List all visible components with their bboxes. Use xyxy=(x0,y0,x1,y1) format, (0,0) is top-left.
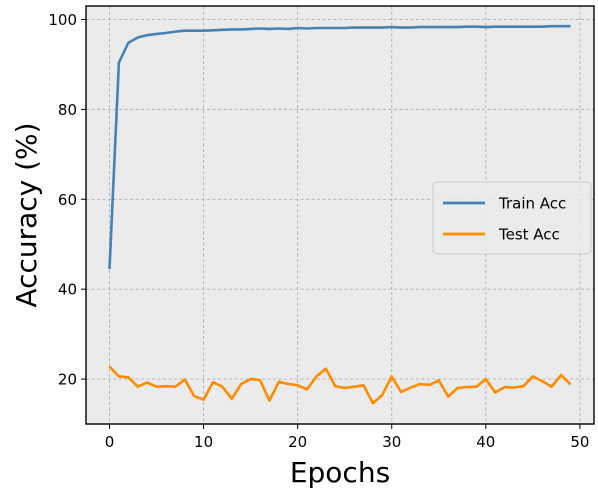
x-tick-label: 50 xyxy=(570,433,589,451)
axis-ticks: 0 10 20 30 40 50 20 40 60 80 100 xyxy=(48,11,589,451)
x-tick-label: 10 xyxy=(194,433,213,451)
series-lines xyxy=(108,24,572,405)
legend: Train Acc Test Acc xyxy=(432,181,592,255)
grid-lines xyxy=(86,6,594,424)
legend-box xyxy=(432,181,592,255)
y-tick-label: 100 xyxy=(48,11,77,29)
legend-label: Test Acc xyxy=(498,226,560,244)
series-line-test-acc xyxy=(108,365,572,405)
series-line-train-acc xyxy=(108,24,571,269)
y-axis-title: Accuracy (%) xyxy=(10,122,43,307)
plot-frame xyxy=(85,5,595,425)
y-tick-label: 40 xyxy=(58,281,77,299)
x-tick-label: 20 xyxy=(288,433,307,451)
x-axis-title: Epochs xyxy=(290,456,390,489)
y-tick-label: 80 xyxy=(58,101,77,119)
x-tick-label: 0 xyxy=(105,433,115,451)
x-tick-label: 40 xyxy=(476,433,495,451)
legend-label: Train Acc xyxy=(498,195,566,213)
x-tick-label: 30 xyxy=(382,433,401,451)
y-tick-label: 20 xyxy=(58,371,77,389)
y-tick-label: 60 xyxy=(58,191,77,209)
